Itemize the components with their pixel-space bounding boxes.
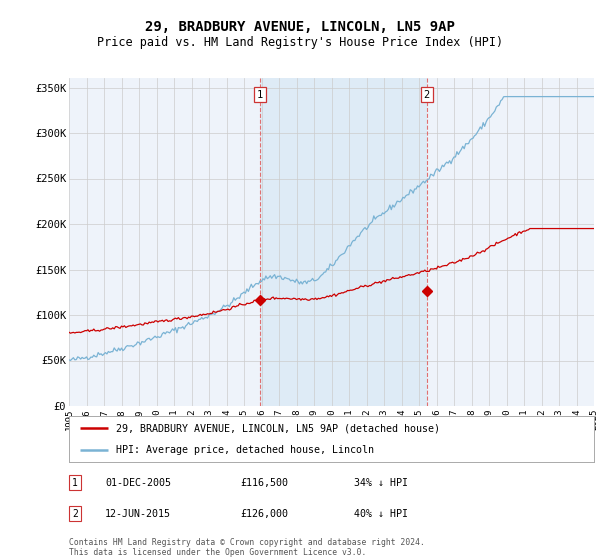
- Text: 12-JUN-2015: 12-JUN-2015: [105, 508, 171, 519]
- Bar: [260, 78, 427, 406]
- Text: 29, BRADBURY AVENUE, LINCOLN, LN5 9AP: 29, BRADBURY AVENUE, LINCOLN, LN5 9AP: [145, 20, 455, 34]
- Text: 40% ↓ HPI: 40% ↓ HPI: [354, 508, 408, 519]
- Text: 29, BRADBURY AVENUE, LINCOLN, LN5 9AP (detached house): 29, BRADBURY AVENUE, LINCOLN, LN5 9AP (d…: [116, 423, 440, 433]
- Text: Contains HM Land Registry data © Crown copyright and database right 2024.
This d: Contains HM Land Registry data © Crown c…: [69, 538, 425, 557]
- Text: 2: 2: [424, 90, 430, 100]
- Text: HPI: Average price, detached house, Lincoln: HPI: Average price, detached house, Linc…: [116, 445, 374, 455]
- Text: 34% ↓ HPI: 34% ↓ HPI: [354, 478, 408, 488]
- Text: 1: 1: [257, 90, 263, 100]
- Text: 1: 1: [72, 478, 78, 488]
- Text: 01-DEC-2005: 01-DEC-2005: [105, 478, 171, 488]
- Text: £116,500: £116,500: [240, 478, 288, 488]
- Text: 2: 2: [72, 508, 78, 519]
- Text: Price paid vs. HM Land Registry's House Price Index (HPI): Price paid vs. HM Land Registry's House …: [97, 36, 503, 49]
- Text: £126,000: £126,000: [240, 508, 288, 519]
